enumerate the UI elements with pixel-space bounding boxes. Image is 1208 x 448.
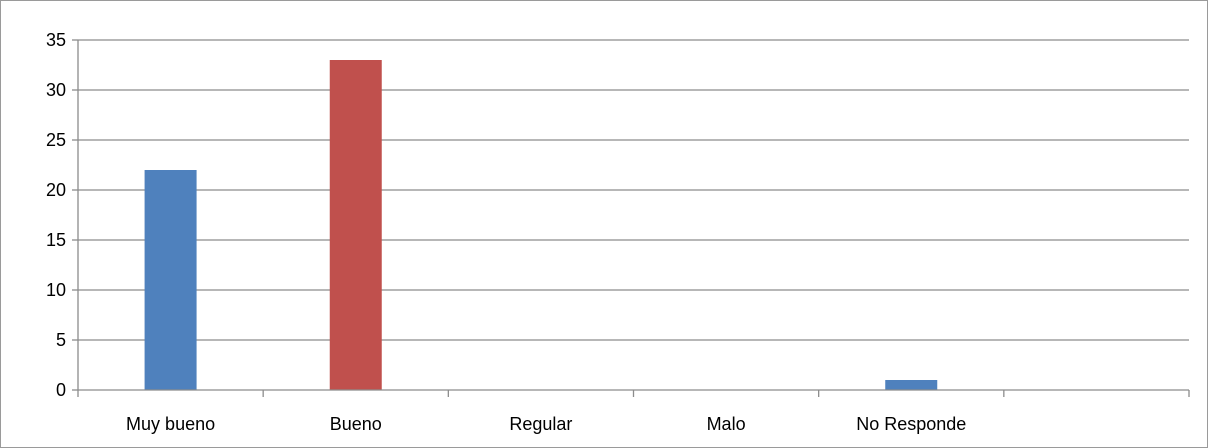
y-tick-label: 30	[46, 80, 66, 100]
bar	[885, 380, 938, 390]
x-tick-label: Malo	[707, 414, 746, 434]
y-tick-label: 35	[46, 30, 66, 50]
bars	[144, 60, 938, 390]
x-tick-label: Bueno	[330, 414, 382, 434]
bar	[144, 170, 197, 390]
y-tick-label: 20	[46, 180, 66, 200]
bar	[329, 60, 382, 390]
y-tick-label: 15	[46, 230, 66, 250]
y-tick-label: 0	[56, 380, 66, 400]
y-tick-label: 5	[56, 330, 66, 350]
tick-labels: 0 5 10 15 20 25 30 35 Muy bueno Bueno Regular Malo N…	[46, 30, 966, 434]
y-tick-label: 10	[46, 280, 66, 300]
y-tick-label: 25	[46, 130, 66, 150]
axes	[72, 39, 1190, 397]
x-tick-label: No Responde	[856, 414, 966, 434]
x-tick-label: Muy bueno	[126, 414, 215, 434]
gridlines	[78, 39, 1189, 341]
x-tick-label: Regular	[509, 414, 572, 434]
